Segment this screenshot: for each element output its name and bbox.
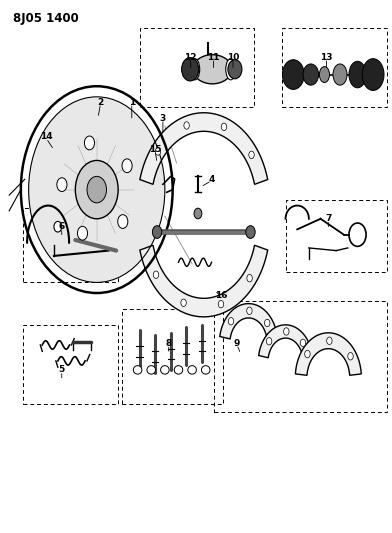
Polygon shape: [220, 304, 277, 339]
Circle shape: [184, 122, 189, 129]
Circle shape: [249, 151, 254, 159]
Circle shape: [283, 328, 289, 335]
Ellipse shape: [193, 55, 232, 84]
Ellipse shape: [282, 60, 304, 90]
Circle shape: [75, 160, 118, 219]
Ellipse shape: [226, 59, 236, 80]
Circle shape: [246, 225, 255, 238]
Bar: [23, 208, 118, 282]
Text: 5: 5: [58, 366, 65, 374]
Circle shape: [300, 339, 306, 346]
Circle shape: [153, 271, 159, 278]
Ellipse shape: [303, 64, 319, 85]
Circle shape: [122, 159, 132, 173]
Text: 14: 14: [40, 132, 53, 141]
Bar: [214, 301, 387, 413]
Circle shape: [228, 318, 234, 325]
Circle shape: [305, 350, 310, 358]
Circle shape: [218, 301, 224, 308]
Circle shape: [194, 208, 202, 219]
Polygon shape: [140, 245, 268, 317]
Ellipse shape: [174, 366, 183, 374]
Bar: [122, 309, 223, 405]
Text: 6: 6: [58, 222, 65, 231]
Text: 9: 9: [234, 339, 240, 348]
Circle shape: [29, 97, 165, 282]
Text: 8J05 1400: 8J05 1400: [13, 12, 79, 25]
Polygon shape: [140, 113, 268, 184]
Circle shape: [87, 176, 107, 203]
Ellipse shape: [147, 366, 156, 374]
Bar: [281, 28, 387, 108]
Circle shape: [181, 58, 199, 81]
Circle shape: [267, 337, 272, 345]
Polygon shape: [296, 333, 361, 375]
Text: 2: 2: [98, 98, 104, 107]
Text: 4: 4: [209, 174, 215, 183]
Text: 11: 11: [207, 53, 220, 62]
Bar: [285, 200, 387, 272]
Bar: [23, 325, 118, 405]
Text: 15: 15: [149, 146, 162, 155]
Circle shape: [155, 148, 161, 155]
Circle shape: [54, 221, 62, 232]
Circle shape: [265, 319, 270, 327]
Text: 16: 16: [215, 291, 227, 300]
Circle shape: [327, 337, 332, 344]
Text: 13: 13: [320, 53, 333, 62]
Circle shape: [247, 307, 252, 314]
Circle shape: [348, 352, 353, 360]
Ellipse shape: [190, 59, 200, 80]
Circle shape: [152, 225, 162, 238]
Circle shape: [181, 299, 186, 306]
Ellipse shape: [319, 67, 330, 83]
Ellipse shape: [201, 366, 210, 374]
Circle shape: [118, 215, 128, 229]
Circle shape: [78, 227, 87, 240]
Ellipse shape: [362, 59, 384, 91]
Circle shape: [247, 274, 252, 282]
Circle shape: [221, 123, 227, 131]
Text: 8: 8: [166, 339, 172, 348]
Text: 1: 1: [129, 98, 135, 107]
Circle shape: [57, 177, 67, 191]
Bar: [140, 28, 254, 108]
Text: 10: 10: [227, 53, 239, 62]
Polygon shape: [259, 325, 312, 358]
Circle shape: [228, 60, 242, 79]
Text: 3: 3: [160, 114, 166, 123]
Ellipse shape: [333, 64, 347, 85]
Ellipse shape: [349, 61, 366, 88]
Ellipse shape: [188, 366, 196, 374]
Text: 12: 12: [184, 53, 196, 62]
Ellipse shape: [133, 366, 142, 374]
Ellipse shape: [161, 366, 169, 374]
Circle shape: [84, 136, 94, 150]
Text: 7: 7: [325, 214, 332, 223]
